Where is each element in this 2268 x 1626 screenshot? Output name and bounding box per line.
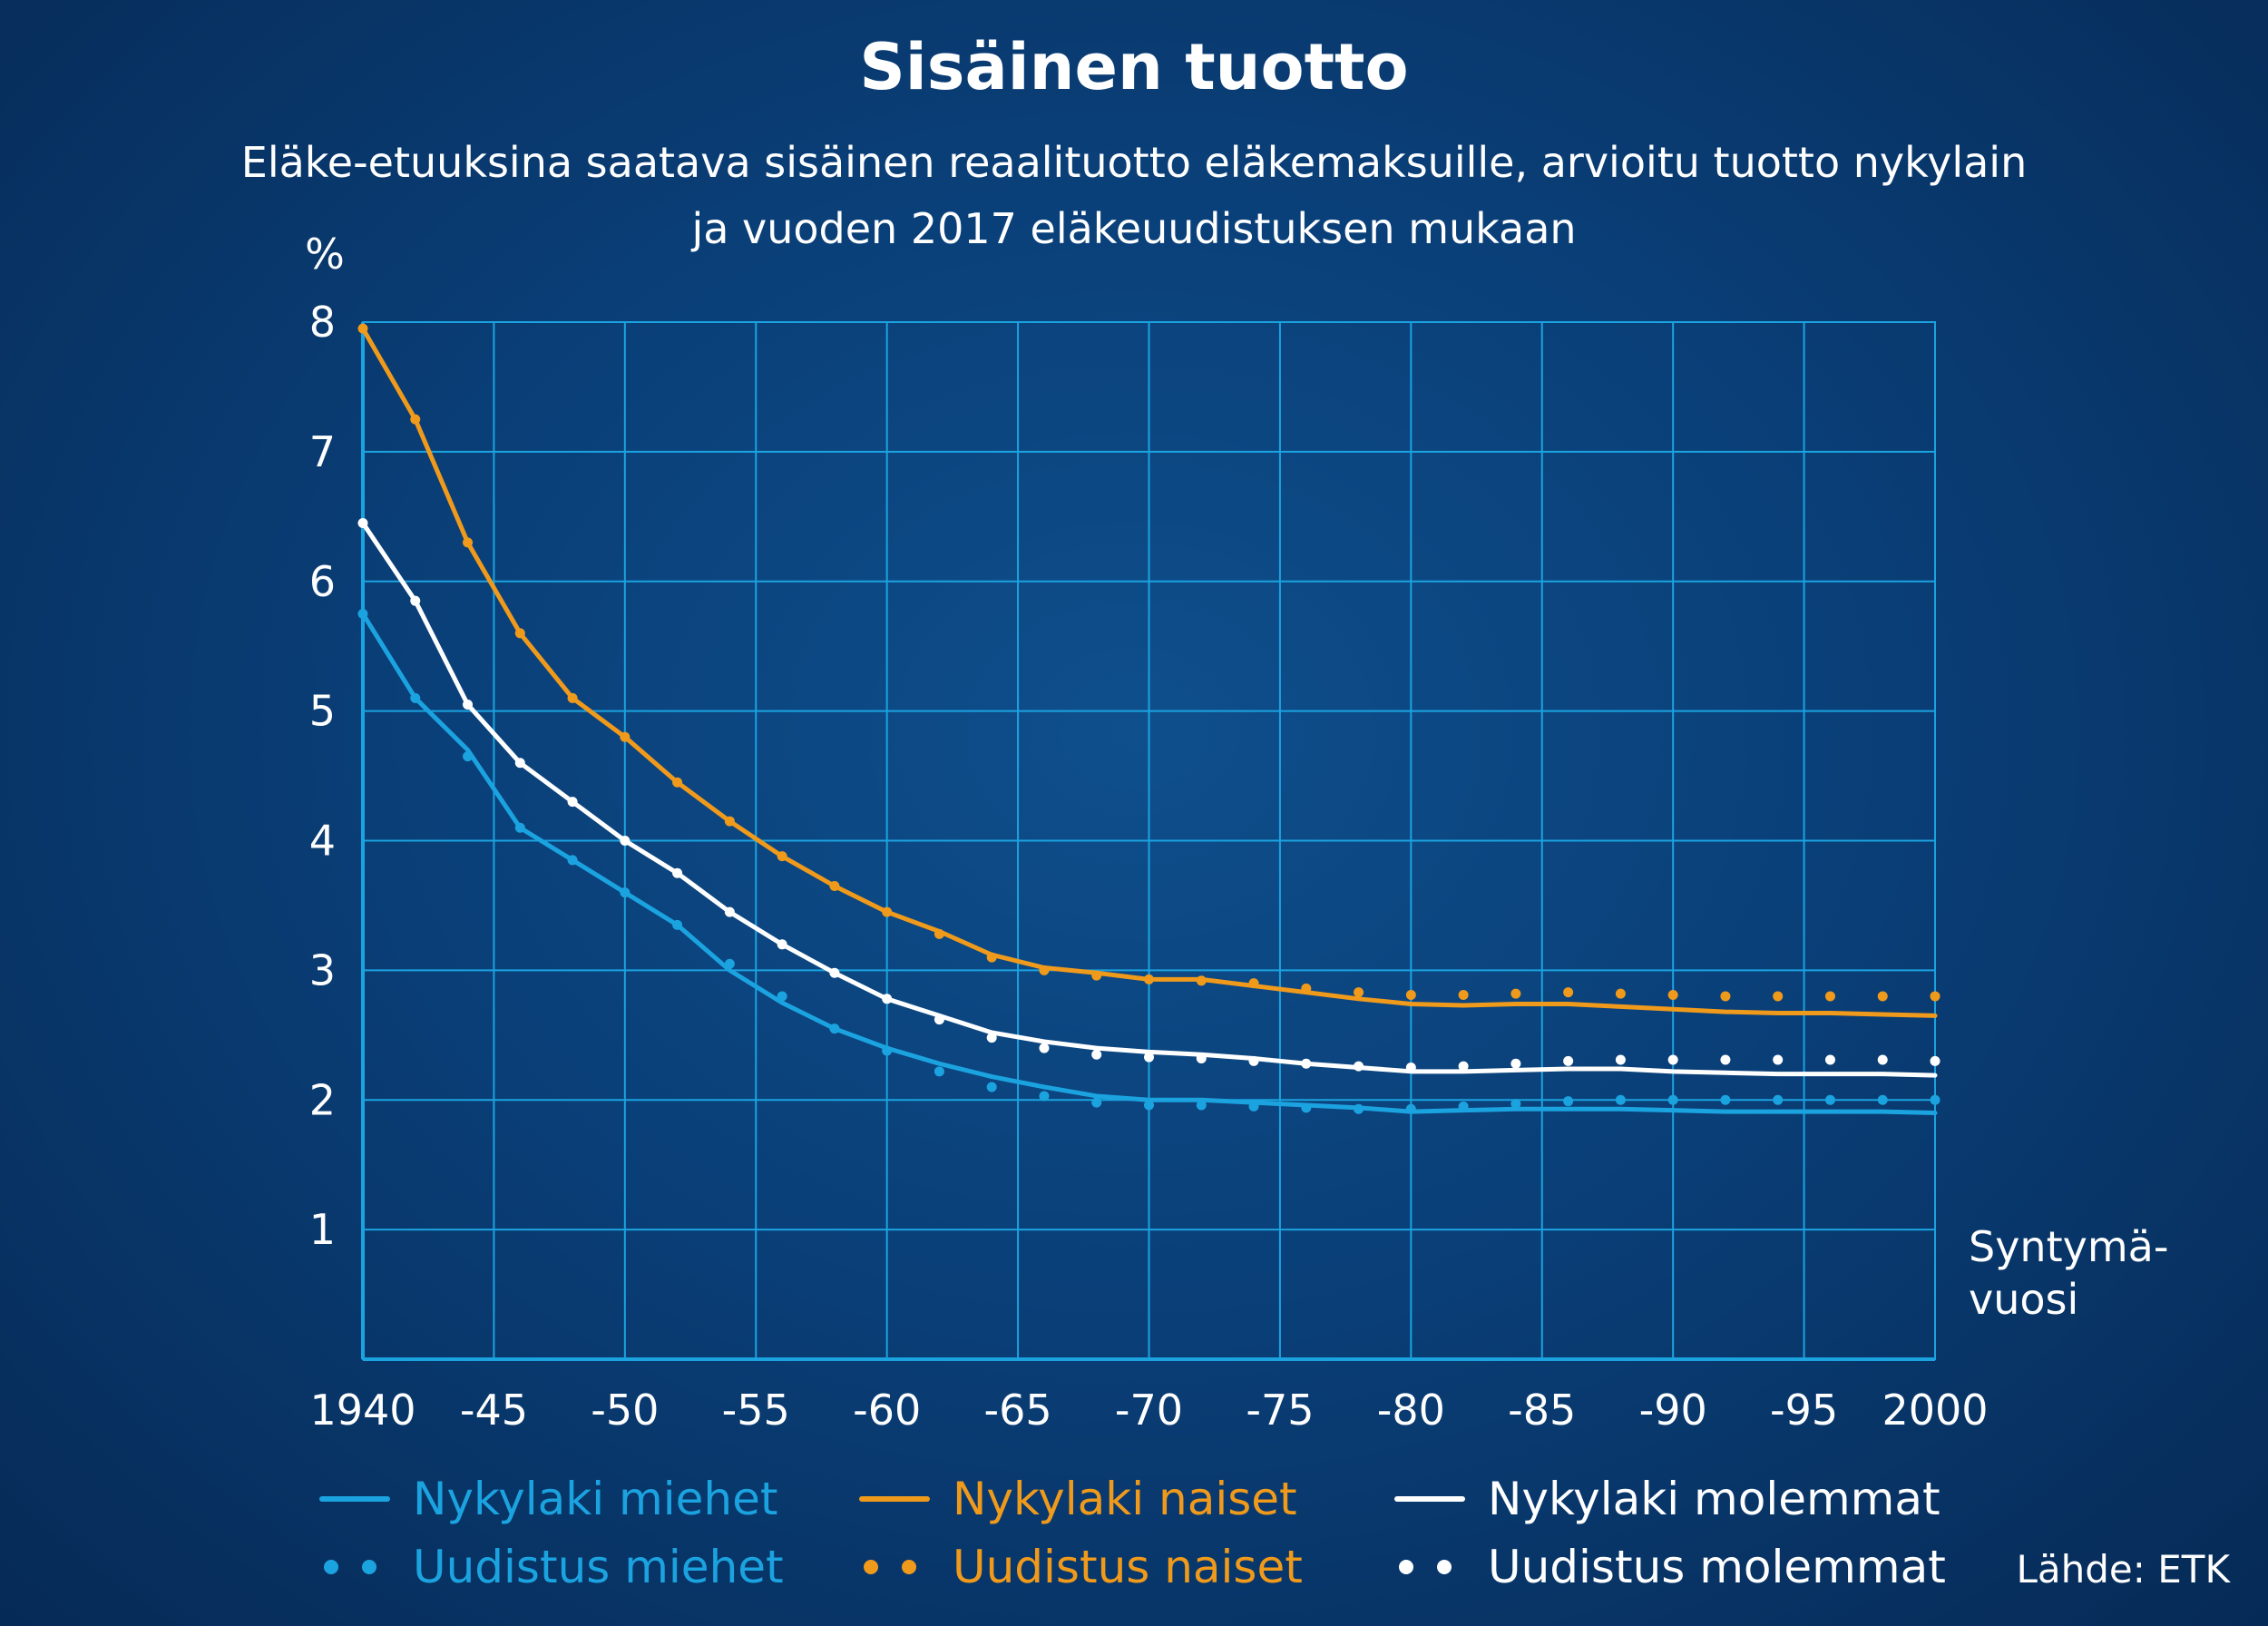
- y-tick-label: 1: [309, 1205, 336, 1254]
- x-axis-label-line-2: vuosi: [1969, 1275, 2078, 1324]
- series-point-uudistus-molemmat: [1563, 1055, 1574, 1066]
- x-tick-label: 2000: [1882, 1386, 1988, 1435]
- x-tick-label: -80: [1377, 1386, 1445, 1435]
- series-point-uudistus-miehet: [1667, 1094, 1678, 1105]
- x-tick-label: -75: [1246, 1386, 1314, 1435]
- legend-label-uudistus-miehet: Uudistus miehet: [413, 1541, 784, 1593]
- grid: [361, 321, 1936, 1361]
- legend: Nykylaki miehet Nykylaki naiset Nykylaki m…: [319, 1473, 1946, 1593]
- x-tick-label: -60: [853, 1386, 921, 1435]
- source-note: Lähde: ETK: [2017, 1547, 2232, 1592]
- y-axis-unit: %: [305, 230, 345, 279]
- series-point-uudistus-miehet: [1930, 1094, 1941, 1105]
- series-point-uudistus-naiset: [1405, 990, 1416, 1001]
- chart-subtitle-line-1: Eläke-etuuksina saatava sisäinen reaalit…: [241, 138, 2027, 187]
- series-point-uudistus-miehet: [1824, 1094, 1835, 1105]
- x-tick-label: -45: [460, 1386, 528, 1435]
- legend-label-nykylaki-miehet: Nykylaki miehet: [413, 1473, 777, 1525]
- x-tick-label: -85: [1508, 1386, 1576, 1435]
- series-point-uudistus-naiset: [1510, 988, 1521, 999]
- series-point-uudistus-miehet: [1720, 1094, 1731, 1105]
- series-point-uudistus-naiset: [1824, 991, 1835, 1002]
- x-tick-label: -95: [1770, 1386, 1838, 1435]
- x-tick-label: -70: [1115, 1386, 1183, 1435]
- series-point-uudistus-molemmat: [1510, 1058, 1521, 1069]
- legend-swatch-dot-uudistus-naiset: [902, 1560, 916, 1574]
- legend-swatch-dot-uudistus-molemmat: [1437, 1560, 1452, 1574]
- y-tick-label: 4: [309, 817, 336, 866]
- series-point-uudistus-molemmat: [1667, 1054, 1678, 1065]
- series-point-uudistus-naiset: [1563, 987, 1574, 998]
- x-tick-label: 1940: [309, 1386, 415, 1435]
- series-point-uudistus-naiset: [1615, 988, 1626, 999]
- y-tick-label: 3: [309, 945, 336, 994]
- legend-swatch-dot-uudistus-miehet: [362, 1560, 376, 1574]
- legend-label-uudistus-naiset: Uudistus naiset: [953, 1541, 1303, 1593]
- x-axis-label-line-1: Syntymä-: [1969, 1222, 2168, 1271]
- series-point-uudistus-miehet: [1773, 1094, 1784, 1105]
- series-point-uudistus-naiset: [1773, 991, 1784, 1002]
- series-point-uudistus-miehet: [1144, 1100, 1154, 1111]
- series-line-nykylaki-miehet: [360, 611, 1938, 1116]
- series-point-uudistus-molemmat: [1458, 1061, 1469, 1072]
- series-point-uudistus-naiset: [1930, 991, 1941, 1002]
- legend-swatch-dot-uudistus-molemmat: [1399, 1560, 1413, 1574]
- series-point-uudistus-miehet: [1091, 1097, 1102, 1108]
- series-point-uudistus-naiset: [1354, 987, 1364, 998]
- series-point-uudistus-molemmat: [1091, 1049, 1102, 1060]
- series-point-uudistus-naiset: [1458, 990, 1469, 1001]
- x-tick-label: -55: [722, 1386, 790, 1435]
- series-layer: [357, 323, 1941, 1116]
- y-tick-label: 7: [309, 427, 336, 476]
- series-point-uudistus-miehet: [1196, 1100, 1207, 1111]
- series-point-uudistus-miehet: [1510, 1099, 1521, 1110]
- series-line-nykylaki-naiset: [360, 326, 1938, 1018]
- series-point-uudistus-molemmat: [1877, 1054, 1888, 1065]
- series-point-uudistus-miehet: [1563, 1096, 1574, 1107]
- x-axis-ticks: 1940 -45 -50 -55 -60 -65 -70 -75 -80 -85 -90 -95 200…: [309, 1386, 1988, 1435]
- x-tick-label: -50: [591, 1386, 659, 1435]
- series-point-uudistus-molemmat: [1773, 1054, 1784, 1065]
- series-point-uudistus-molemmat: [1039, 1043, 1050, 1053]
- x-tick-label: -65: [984, 1386, 1052, 1435]
- y-tick-label: 5: [309, 687, 336, 736]
- legend-label-nykylaki-molemmat: Nykylaki molemmat: [1488, 1473, 1941, 1525]
- series-point-uudistus-miehet: [934, 1066, 944, 1077]
- series-point-uudistus-naiset: [1720, 991, 1731, 1002]
- series-point-uudistus-molemmat: [1144, 1052, 1154, 1063]
- series-point-uudistus-molemmat: [1824, 1054, 1835, 1065]
- legend-swatch-dot-uudistus-naiset: [864, 1560, 878, 1574]
- series-point-uudistus-naiset: [1877, 991, 1888, 1002]
- legend-label-nykylaki-naiset: Nykylaki naiset: [953, 1473, 1297, 1525]
- legend-label-uudistus-molemmat: Uudistus molemmat: [1488, 1541, 1946, 1593]
- chart-title: Sisäinen tuotto: [859, 30, 1408, 104]
- series-line-nykylaki-molemmat: [360, 520, 1938, 1078]
- y-tick-label: 8: [309, 298, 336, 347]
- series-point-uudistus-molemmat: [1930, 1055, 1941, 1066]
- series-point-uudistus-miehet: [986, 1082, 997, 1092]
- y-tick-label: 6: [309, 557, 336, 606]
- series-point-uudistus-miehet: [1877, 1094, 1888, 1105]
- y-tick-label: 2: [309, 1075, 336, 1124]
- chart-subtitle-line-2: ja vuoden 2017 eläkeuudistuksen mukaan: [690, 204, 1576, 253]
- y-axis-ticks: 1 2 3 4 5 6 7 8: [309, 298, 336, 1254]
- series-point-uudistus-molemmat: [1720, 1054, 1731, 1065]
- series-point-uudistus-miehet: [1615, 1094, 1626, 1105]
- series-point-uudistus-molemmat: [1615, 1054, 1626, 1065]
- legend-swatch-dot-uudistus-miehet: [324, 1560, 338, 1574]
- series-point-uudistus-naiset: [1667, 990, 1678, 1001]
- x-tick-label: -90: [1639, 1386, 1707, 1435]
- series-point-uudistus-miehet: [1039, 1091, 1050, 1102]
